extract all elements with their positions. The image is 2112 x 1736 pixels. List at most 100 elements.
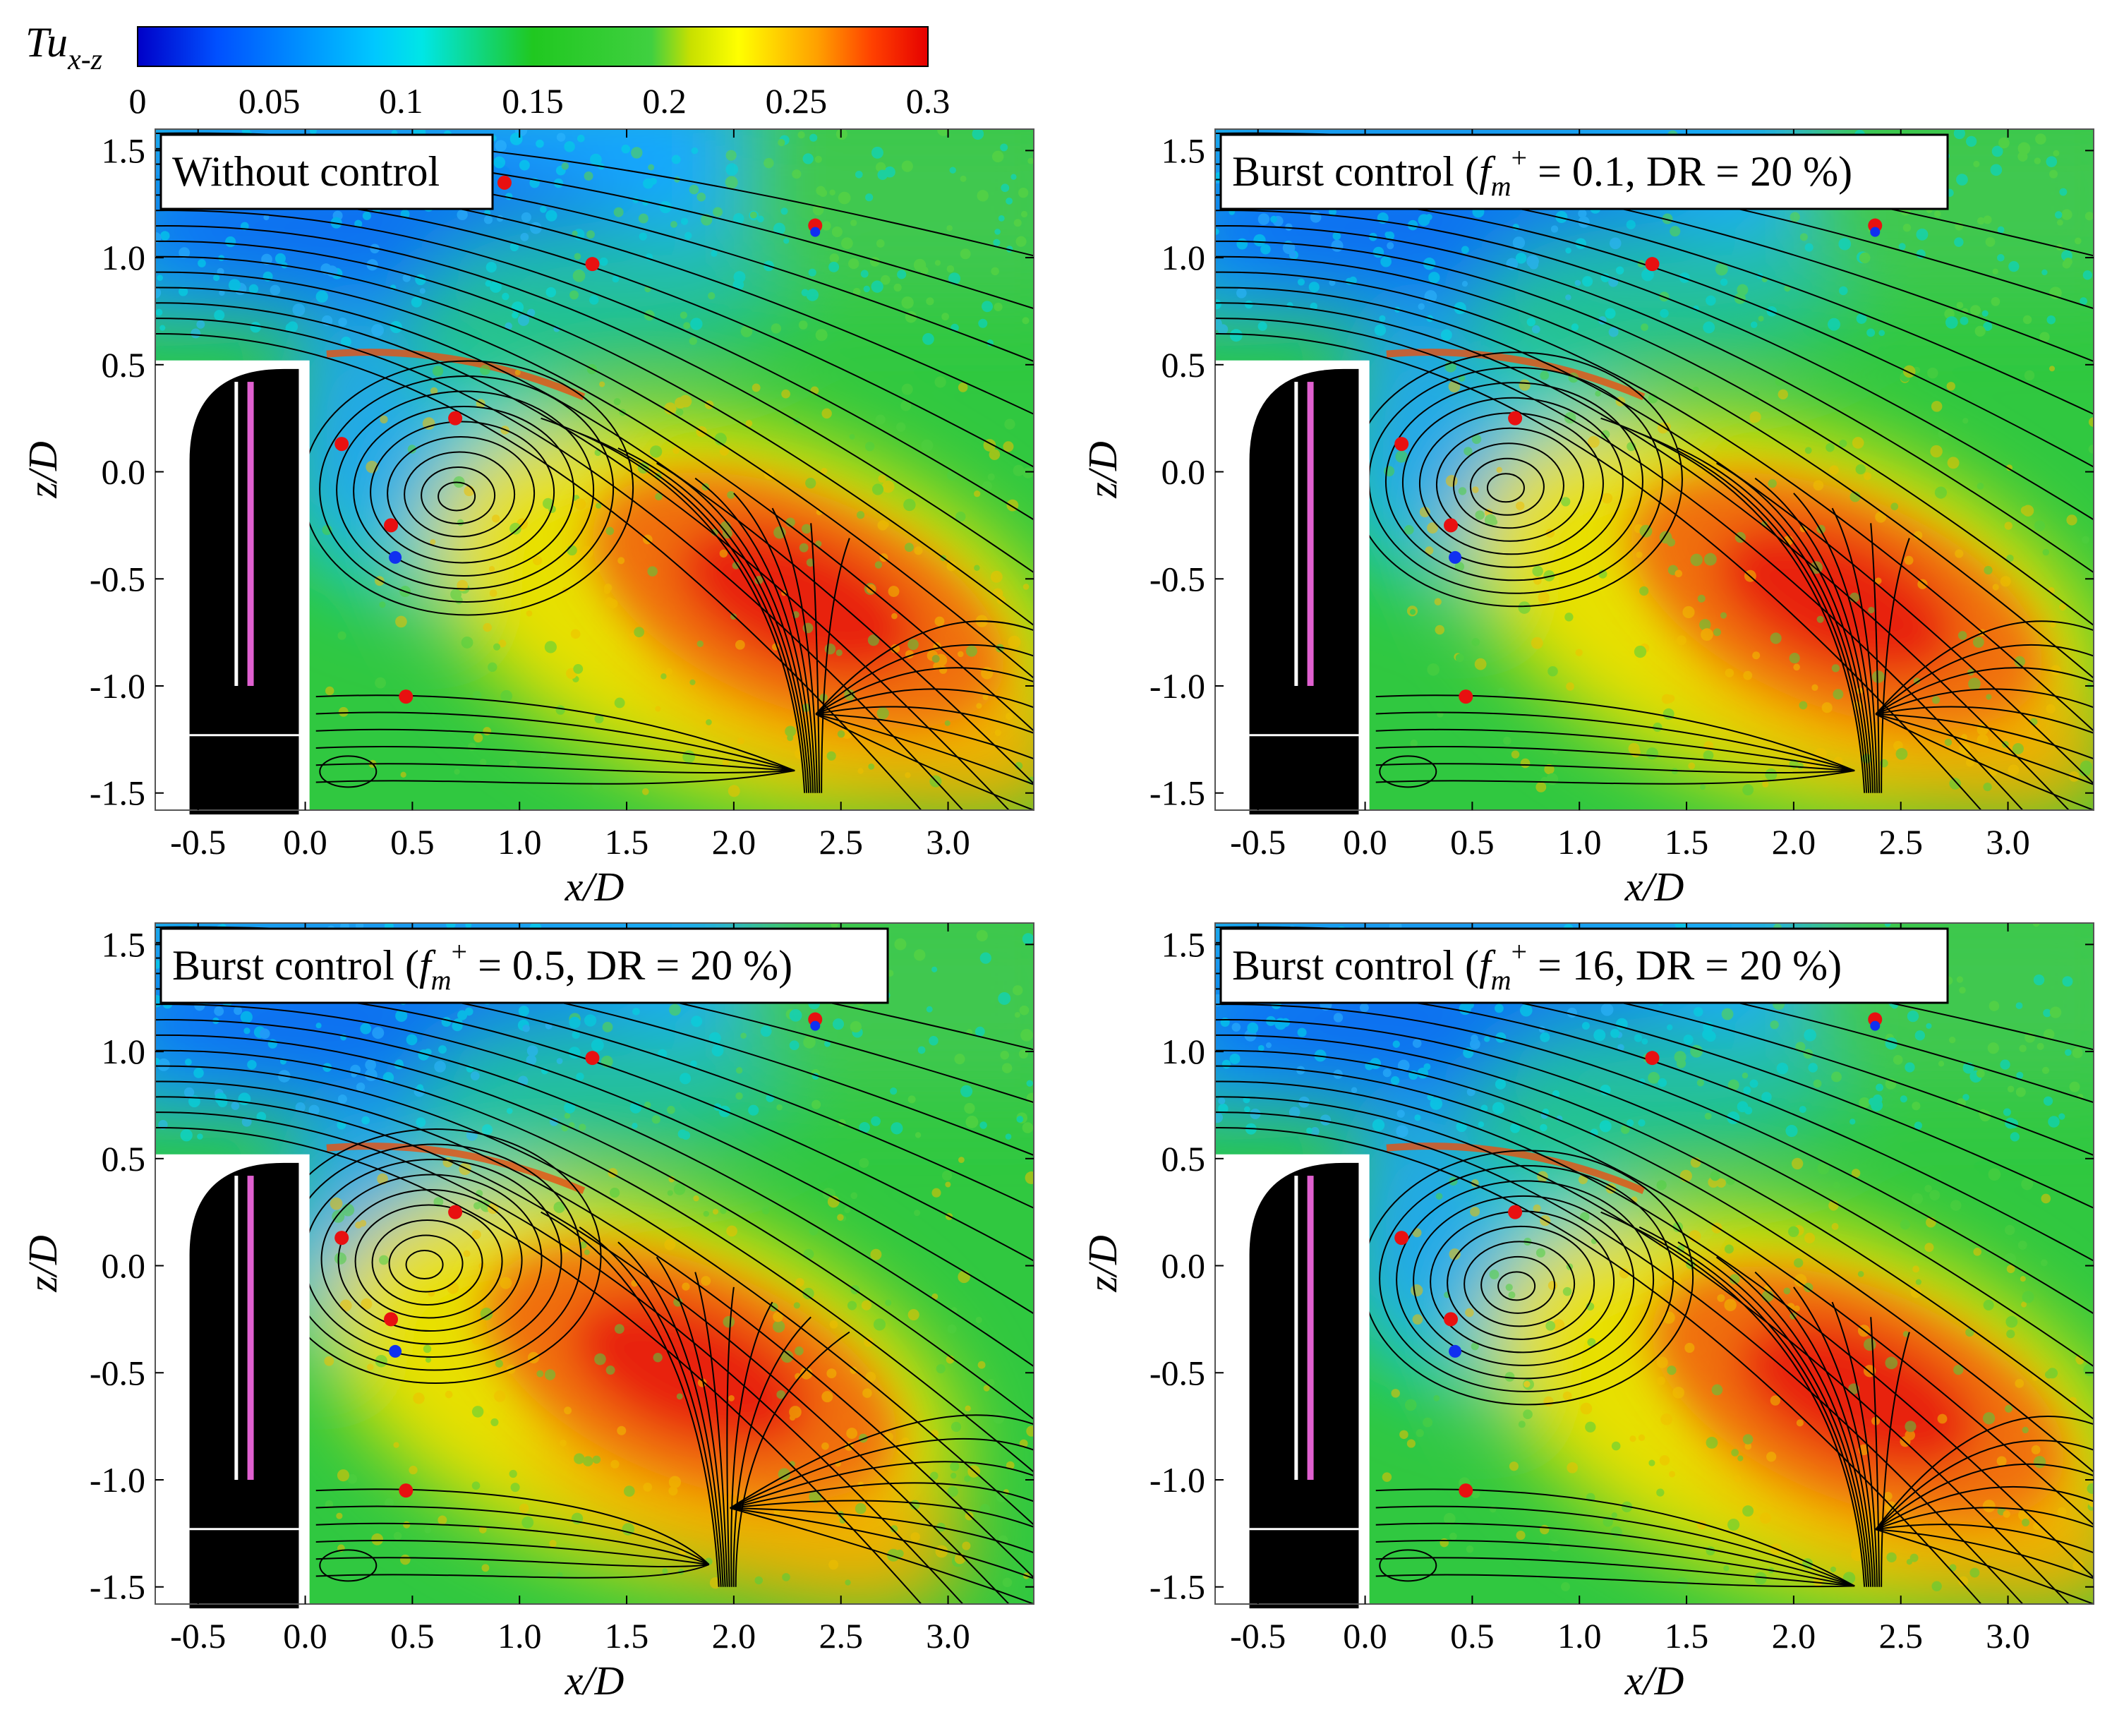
x-tick-label: 3.0: [926, 822, 970, 862]
colorbar-ticks: 0 0.05 0.1 0.15 0.2 0.25 0.3: [129, 81, 951, 121]
x-axis-label: x/D: [565, 1658, 624, 1704]
streamline: [1875, 706, 2094, 734]
marker-dot: [448, 1205, 463, 1219]
streamline: [155, 240, 1034, 627]
reflection-markers: [334, 175, 823, 704]
marker-dot: [810, 227, 821, 237]
streamline: [155, 1003, 1034, 1315]
streamline: [155, 225, 1034, 574]
streamline: [816, 713, 1034, 760]
y-tick-label: 0.5: [102, 1139, 146, 1179]
x-tick-label: 0.0: [283, 822, 327, 862]
streamline: [1875, 644, 2094, 715]
streamline: [1215, 210, 2094, 521]
model-body: [150, 360, 310, 815]
streamline: [810, 523, 821, 793]
streamline: [730, 1507, 1034, 1554]
vortex-streamline: [405, 1250, 444, 1280]
streamline: [1875, 667, 2094, 715]
streamline: [1215, 1019, 2094, 1368]
corner-vortex: [1379, 1549, 1437, 1582]
actuator-line: [1294, 1176, 1298, 1480]
vortex-streamline: [370, 421, 555, 564]
marker-dot: [810, 1020, 821, 1031]
y-tick-label: 1.0: [1161, 1032, 1206, 1071]
vortex-streamline: [1384, 382, 1643, 581]
streamline: [815, 706, 1034, 734]
streamline: [1677, 1241, 1870, 1587]
y-tick-label: 0.5: [1161, 345, 1206, 385]
corner-vortex: [1379, 755, 1437, 788]
axes: -0.5 0.0 0.5 1.0 1.5 2.0 2.5 3.0 1.5 1.0 0.5 0.0 -0.…: [20, 129, 1034, 910]
vortex-streamline: [320, 1174, 543, 1345]
streamline: [1215, 302, 2070, 810]
vortex-streamline: [1469, 457, 1545, 516]
marker-dot: [1449, 550, 1462, 564]
y-tick-label: 1.5: [1161, 131, 1206, 170]
streamline: [1375, 711, 1855, 771]
streamline: [315, 694, 795, 771]
vortex-streamline: [387, 435, 536, 550]
streamline: [1600, 417, 1866, 793]
streamline: [1876, 1524, 2094, 1554]
streamline: [732, 1316, 811, 1587]
streamline: [1875, 1507, 2094, 1531]
streamline: [155, 1111, 964, 1604]
y-tick-label: -0.5: [90, 559, 145, 598]
streamline: [315, 1488, 710, 1565]
axes-frame: [1214, 922, 2094, 1605]
marker-dot: [389, 550, 402, 564]
streamline: [726, 1286, 735, 1587]
streamline: [617, 447, 810, 793]
x-tick-label: 0.5: [390, 822, 435, 862]
streamline: [821, 538, 850, 793]
marker-dot: [497, 175, 512, 190]
streamline: [1215, 333, 1982, 810]
x-tick-label: 3.0: [1986, 1616, 2030, 1656]
y-tick-label: -0.5: [1149, 1353, 1205, 1392]
streamline: [315, 770, 795, 785]
vortex-streamline: [1430, 1210, 1615, 1354]
streamline: [730, 1500, 1034, 1528]
vortex-streamline: [336, 390, 595, 590]
vortex-streamline: [388, 1234, 464, 1293]
streamline: [730, 1507, 1034, 1579]
y-tick-label: -1.0: [90, 666, 145, 706]
x-axis-label: x/D: [1624, 864, 1684, 910]
streamline: [315, 1540, 709, 1565]
y-axis-label: z/D: [1080, 1235, 1126, 1293]
streamline: [1875, 1529, 2094, 1604]
streamline: [1754, 477, 1874, 793]
streamline: [315, 711, 795, 771]
marker-dot: [1508, 411, 1523, 426]
streamline: [315, 1557, 709, 1567]
streamline: [1375, 763, 1855, 773]
marker-dot: [1870, 1020, 1881, 1031]
streamline: [1875, 713, 2094, 810]
panel-title: Burst control (fm+ = 0.5, DR = 20 %): [159, 927, 889, 1004]
streamline: [1375, 770, 1855, 785]
actuator-line: [234, 382, 239, 686]
marker-dot: [1444, 518, 1459, 533]
y-tick-label: -1.5: [90, 773, 145, 813]
turbulence-field: [155, 129, 1034, 810]
y-tick-label: -1.5: [1149, 773, 1205, 813]
streamline: [694, 477, 814, 793]
x-tick-label: 0.0: [1343, 1616, 1387, 1656]
marker-dot: [1394, 437, 1409, 452]
vortex-streamline: [1447, 1225, 1595, 1340]
vortex-streamline: [1413, 1195, 1635, 1366]
vortex-streamline: [1480, 1255, 1556, 1314]
colorbar-tick-label: 0.1: [379, 81, 423, 121]
panel-title: Burst control (fm+ = 16, DR = 20 %): [1219, 927, 1949, 1004]
vortex-streamline: [353, 405, 575, 577]
streamline: [1875, 713, 2094, 785]
streamline: [1875, 1463, 2094, 1531]
streamline: [579, 432, 808, 793]
y-tick-label: 0.0: [102, 1246, 146, 1286]
streamline: [155, 210, 1034, 521]
streamline: [155, 287, 1034, 785]
title-box: [1219, 927, 1949, 1004]
streamline: [315, 728, 795, 771]
colorbar-tick-label: 0.3: [906, 81, 951, 121]
